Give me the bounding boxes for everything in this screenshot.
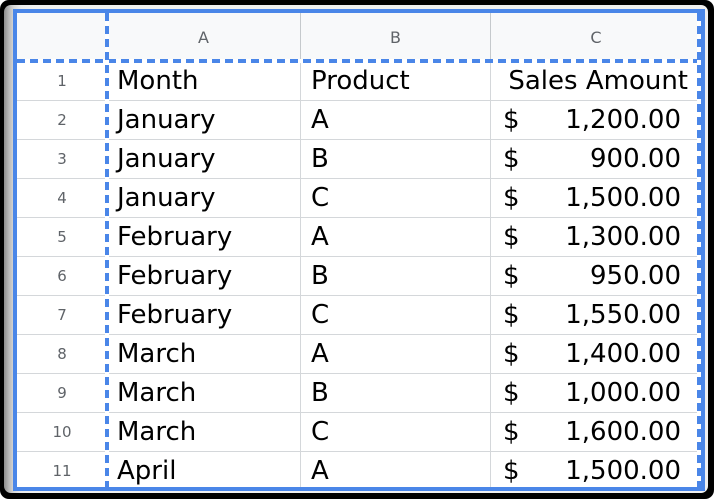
column-header-B[interactable]: B bbox=[300, 13, 490, 61]
selection-marquee-top bbox=[17, 59, 701, 63]
cell-A11[interactable]: April bbox=[117, 456, 177, 486]
sheet-row-6: 6 February B $950.00 bbox=[17, 256, 701, 295]
amount-value: 1,000.00 bbox=[565, 378, 681, 408]
amount-value: 1,200.00 bbox=[565, 105, 681, 135]
cell-A7[interactable]: February bbox=[117, 300, 233, 330]
currency-symbol: $ bbox=[503, 144, 520, 174]
amount-value: 1,400.00 bbox=[565, 339, 681, 369]
cell-C10[interactable]: $1,600.00 bbox=[490, 413, 701, 451]
cell-B2[interactable]: A bbox=[300, 101, 490, 139]
sheet-row-9: 9 March B $1,000.00 bbox=[17, 373, 701, 412]
row-header-11[interactable]: 11 bbox=[52, 462, 72, 480]
cell-A1[interactable]: Month bbox=[117, 65, 199, 96]
row-header-2[interactable]: 2 bbox=[57, 111, 67, 129]
cell-A2[interactable]: January bbox=[117, 105, 216, 135]
cell-B11[interactable]: A bbox=[300, 452, 490, 487]
cell-B4[interactable]: C bbox=[300, 179, 490, 217]
row-header-8[interactable]: 8 bbox=[57, 345, 67, 363]
column-header-row: A B C bbox=[17, 13, 701, 61]
row-header-10[interactable]: 10 bbox=[52, 423, 72, 441]
cell-C11[interactable]: $1,500.00 bbox=[490, 452, 701, 487]
selection-marquee-left bbox=[105, 13, 109, 487]
sheet-row-8: 8 March A $1,400.00 bbox=[17, 334, 701, 373]
cell-C7[interactable]: $1,550.00 bbox=[490, 296, 701, 334]
row-header-7[interactable]: 7 bbox=[57, 306, 67, 324]
amount-value: 1,500.00 bbox=[565, 456, 681, 486]
row-header-5[interactable]: 5 bbox=[57, 228, 67, 246]
row-header-6[interactable]: 6 bbox=[57, 267, 67, 285]
spreadsheet-grid: A B C 1 Month Product Sales Amount 2 January A… bbox=[13, 9, 705, 491]
sheet-row-7: 7 February C $1,550.00 bbox=[17, 295, 701, 334]
cell-C5[interactable]: $1,300.00 bbox=[490, 218, 701, 256]
select-all-corner[interactable] bbox=[17, 13, 107, 61]
amount-value: 1,600.00 bbox=[565, 417, 681, 447]
cell-C6[interactable]: $950.00 bbox=[490, 257, 701, 295]
sheet-row-3: 3 January B $900.00 bbox=[17, 139, 701, 178]
amount-value: 950.00 bbox=[590, 261, 681, 291]
amount-value: 1,550.00 bbox=[565, 300, 681, 330]
currency-symbol: $ bbox=[503, 339, 520, 369]
cell-C2[interactable]: $1,200.00 bbox=[490, 101, 701, 139]
sheet-row-2: 2 January A $1,200.00 bbox=[17, 100, 701, 139]
cell-B1[interactable]: Product bbox=[300, 61, 490, 100]
currency-symbol: $ bbox=[503, 183, 520, 213]
cell-B8[interactable]: A bbox=[300, 335, 490, 373]
cell-B5[interactable]: A bbox=[300, 218, 490, 256]
currency-symbol: $ bbox=[503, 105, 520, 135]
rows-container: 1 Month Product Sales Amount 2 January A $1,200… bbox=[17, 61, 701, 487]
amount-value: 900.00 bbox=[590, 144, 681, 174]
sheet-row-4: 4 January C $1,500.00 bbox=[17, 178, 701, 217]
cell-A9[interactable]: March bbox=[117, 378, 197, 408]
cell-C9[interactable]: $1,000.00 bbox=[490, 374, 701, 412]
currency-symbol: $ bbox=[503, 378, 520, 408]
column-header-A[interactable]: A bbox=[198, 27, 209, 47]
column-header-C[interactable]: C bbox=[490, 13, 701, 61]
currency-symbol: $ bbox=[503, 456, 520, 486]
cell-C1[interactable]: Sales Amount bbox=[490, 61, 701, 100]
row-header-4[interactable]: 4 bbox=[57, 189, 67, 207]
cell-B7[interactable]: C bbox=[300, 296, 490, 334]
row-header-9[interactable]: 9 bbox=[57, 384, 67, 402]
cell-A5[interactable]: February bbox=[117, 222, 233, 252]
cell-A3[interactable]: January bbox=[117, 144, 216, 174]
sheet-row-5: 5 February A $1,300.00 bbox=[17, 217, 701, 256]
currency-symbol: $ bbox=[503, 300, 520, 330]
sheet-row-10: 10 March C $1,600.00 bbox=[17, 412, 701, 451]
cell-B3[interactable]: B bbox=[300, 140, 490, 178]
amount-value: 1,500.00 bbox=[565, 183, 681, 213]
currency-symbol: $ bbox=[503, 261, 520, 291]
cell-A8[interactable]: March bbox=[117, 339, 197, 369]
cell-B10[interactable]: C bbox=[300, 413, 490, 451]
selection-marquee-right bbox=[697, 13, 701, 487]
currency-symbol: $ bbox=[503, 417, 520, 447]
amount-value: 1,300.00 bbox=[565, 222, 681, 252]
row-header-3[interactable]: 3 bbox=[57, 150, 67, 168]
cell-A10[interactable]: March bbox=[117, 417, 197, 447]
cell-C4[interactable]: $1,500.00 bbox=[490, 179, 701, 217]
cell-C3[interactable]: $900.00 bbox=[490, 140, 701, 178]
currency-symbol: $ bbox=[503, 222, 520, 252]
cell-B9[interactable]: B bbox=[300, 374, 490, 412]
sheet-row-11: 11 April A $1,500.00 bbox=[17, 451, 701, 487]
cell-C8[interactable]: $1,400.00 bbox=[490, 335, 701, 373]
cell-B6[interactable]: B bbox=[300, 257, 490, 295]
row-header-1[interactable]: 1 bbox=[57, 71, 67, 90]
cell-A6[interactable]: February bbox=[117, 261, 233, 291]
sheet-row-1: 1 Month Product Sales Amount bbox=[17, 61, 701, 100]
cell-A4[interactable]: January bbox=[117, 183, 216, 213]
